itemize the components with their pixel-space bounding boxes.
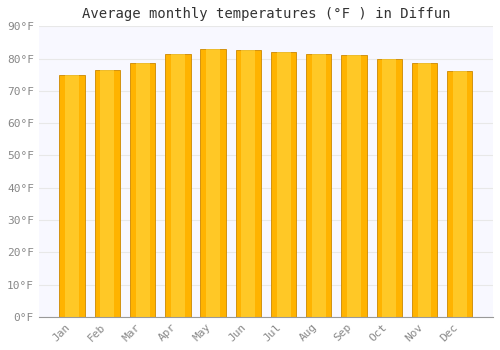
Bar [65,75,79,317]
Bar [130,63,156,317]
Bar [347,55,361,317]
Bar [342,55,366,317]
Bar [306,54,332,317]
Bar [136,63,149,317]
Bar [276,52,290,317]
Bar [412,63,437,317]
Bar [94,70,120,317]
Bar [382,58,396,317]
Bar [171,54,185,317]
Bar [165,54,190,317]
Bar [200,49,226,317]
Bar [312,54,326,317]
Bar [100,70,114,317]
Title: Average monthly temperatures (°F ) in Diffun: Average monthly temperatures (°F ) in Di… [82,7,450,21]
Bar [206,49,220,317]
Bar [376,58,402,317]
Bar [418,63,432,317]
Bar [447,71,472,317]
Bar [242,50,256,317]
Bar [236,50,261,317]
Bar [60,75,85,317]
Bar [271,52,296,317]
Bar [452,71,466,317]
